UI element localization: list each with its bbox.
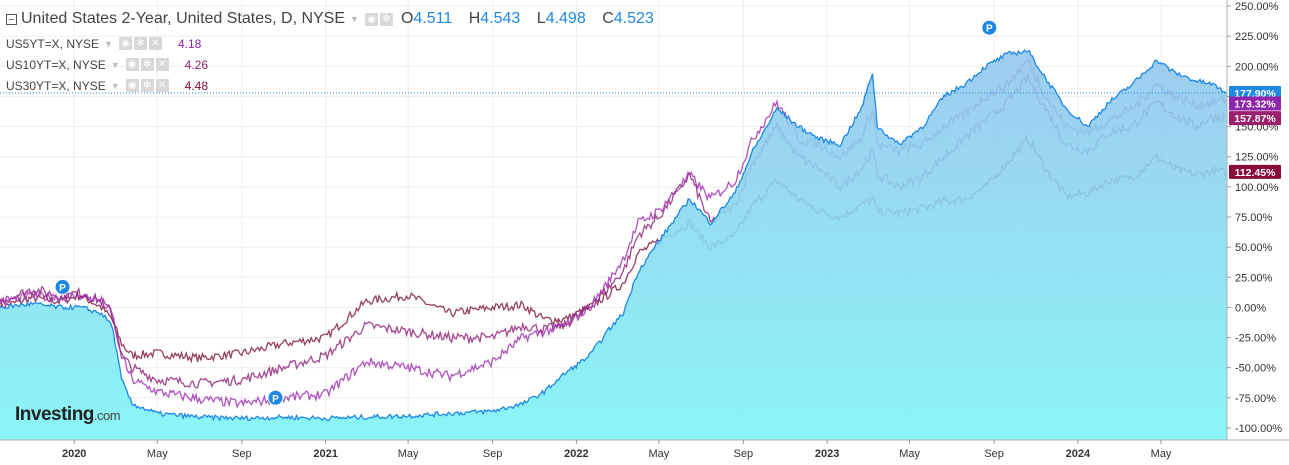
x-tick-label: May — [1151, 448, 1172, 460]
event-marker-label: P — [272, 394, 279, 405]
plot-area[interactable] — [0, 49, 1227, 440]
price-tag-label: 112.45% — [1235, 167, 1277, 179]
x-tick-label: 2024 — [1066, 448, 1091, 460]
low-value: 4.498 — [545, 10, 586, 27]
chart-legend: − United States 2-Year, United States, D… — [6, 5, 666, 96]
eye-icon[interactable]: ◉ — [364, 12, 378, 26]
eye-icon[interactable]: ◉ — [118, 37, 132, 50]
y-axis: 250.00%225.00%200.00%175.00%150.00%125.0… — [1226, 0, 1282, 440]
compare-symbol[interactable]: US30YT=X, NYSE — [6, 78, 106, 93]
compare-value: 4.26 — [184, 57, 208, 72]
compare-value: 4.48 — [184, 78, 208, 93]
gear-icon[interactable]: ✻ — [379, 12, 393, 26]
price-tag-us10y: 157.87% — [1229, 111, 1281, 126]
gear-icon[interactable]: ✻ — [140, 58, 154, 71]
event-marker-icon[interactable] — [54, 278, 71, 295]
event-markers: P P P — [54, 19, 998, 406]
x-tick-label: Sep — [984, 448, 1004, 460]
chevron-down-icon[interactable]: ▼ — [110, 80, 120, 91]
price-tag-us30y: 112.45% — [1229, 164, 1281, 179]
y-tick-label: -25.00% — [1235, 333, 1276, 345]
close-icon[interactable]: ✕ — [155, 58, 169, 71]
open-value: 4.511 — [413, 10, 453, 27]
y-tick-label: 100.00% — [1235, 182, 1279, 194]
y-tick-label: -100.00% — [1235, 423, 1282, 435]
eye-icon[interactable]: ◉ — [125, 58, 139, 71]
x-tick-label: 2020 — [62, 448, 86, 460]
compare-symbol[interactable]: US5YT=X, NYSE — [6, 36, 100, 51]
close-value: 4.523 — [613, 10, 654, 27]
high-value: 4.543 — [480, 10, 521, 27]
ohlc-values: O4.511 H4.543 L4.498 C4.523 — [401, 10, 666, 28]
price-tag-label: 157.87% — [1234, 113, 1276, 125]
series-line-us2y[interactable] — [0, 49, 1227, 422]
x-tick-label: May — [648, 448, 669, 460]
brand-name: Investing — [15, 404, 94, 425]
compare-symbol[interactable]: US10YT=X, NYSE — [6, 57, 106, 72]
high-label: H — [468, 10, 481, 27]
chevron-down-icon[interactable]: ▼ — [104, 38, 113, 49]
x-tick-label: 2023 — [815, 448, 839, 460]
event-marker-icon[interactable] — [981, 19, 998, 36]
price-tag-label: 173.32% — [1234, 98, 1276, 110]
eye-icon[interactable]: ◉ — [125, 79, 139, 92]
main-series-title[interactable]: United States 2-Year, United States, D, … — [21, 10, 346, 27]
compare-value: 4.18 — [177, 36, 202, 51]
y-tick-label: 125.00% — [1235, 152, 1279, 164]
open-label: O — [400, 10, 414, 27]
legend-compare-row: US5YT=X, NYSE ▼ ◉ ✻ ✕ 4.18 — [6, 33, 666, 54]
price-tag-us5y: 173.32% — [1229, 96, 1281, 111]
y-tick-label: 50.00% — [1235, 242, 1273, 254]
gear-icon[interactable]: ✻ — [140, 79, 154, 92]
price-tags: 177.90%173.32%157.87%112.45% — [1229, 85, 1281, 179]
close-label: C — [602, 10, 614, 27]
x-tick-label: Sep — [232, 448, 252, 460]
y-tick-label: -75.00% — [1235, 393, 1276, 405]
event-marker-icon[interactable] — [267, 389, 284, 406]
x-axis: 2020 May Sep 2021 May Sep 2022 May Sep 2023 May Sep… — [0, 439, 1289, 460]
x-tick-label: Sep — [734, 448, 754, 460]
low-label: L — [536, 10, 546, 27]
chevron-down-icon[interactable]: ▼ — [350, 14, 359, 24]
x-tick-label: Sep — [483, 448, 503, 460]
close-icon[interactable]: ✕ — [155, 79, 169, 92]
event-marker-label: P — [986, 24, 993, 35]
y-tick-label: 200.00% — [1235, 61, 1279, 73]
y-tick-label: 225.00% — [1235, 31, 1279, 43]
gear-icon[interactable]: ✻ — [133, 37, 147, 50]
legend-compare-row: US30YT=X, NYSE ▼ ◉ ✻ ✕ 4.48 — [6, 75, 666, 96]
legend-main-series: − United States 2-Year, United States, D… — [6, 5, 666, 33]
event-marker-label: P — [59, 283, 66, 294]
collapse-legend-icon[interactable]: − — [6, 13, 17, 25]
x-tick-label: May — [899, 448, 920, 460]
investing-logo: Investing.com — [15, 404, 121, 426]
legend-compare-row: US10YT=X, NYSE ▼ ◉ ✻ ✕ 4.26 — [6, 54, 666, 75]
y-tick-label: 250.00% — [1235, 1, 1279, 13]
x-tick-label: 2022 — [564, 448, 588, 460]
y-tick-label: -50.00% — [1235, 363, 1276, 375]
y-tick-label: 75.00% — [1235, 212, 1273, 224]
y-tick-label: 25.00% — [1235, 272, 1273, 284]
x-tick-label: May — [398, 448, 419, 460]
close-icon[interactable]: ✕ — [148, 37, 162, 50]
x-tick-label: 2021 — [313, 448, 337, 460]
y-tick-label: 0.00% — [1235, 302, 1266, 314]
series-area-us2y — [0, 50, 1227, 440]
x-tick-label: May — [147, 448, 168, 460]
brand-suffix: .com — [93, 408, 121, 423]
chevron-down-icon[interactable]: ▼ — [110, 59, 120, 70]
